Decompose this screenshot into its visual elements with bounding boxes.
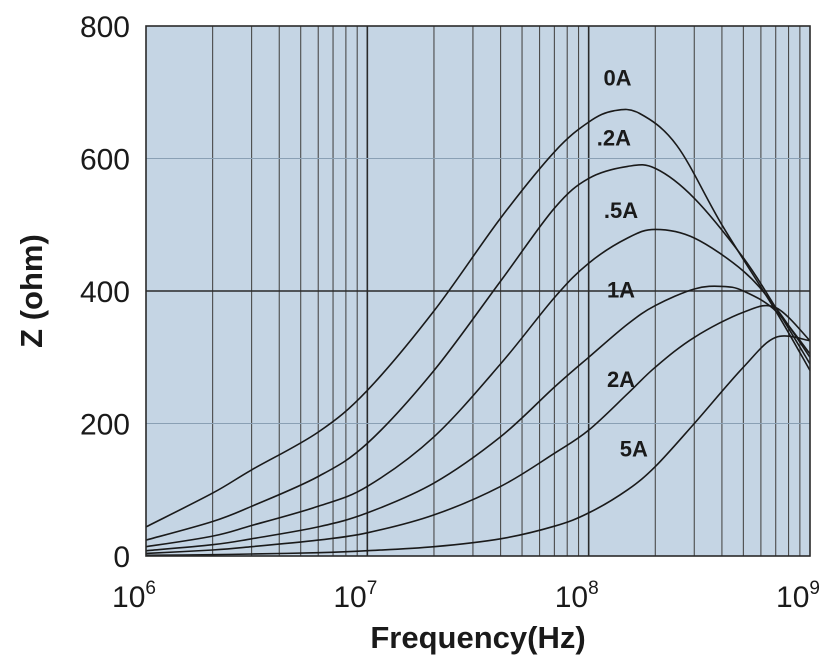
y-tick-label: 800 <box>80 11 130 44</box>
y-tick-label: 400 <box>80 276 130 309</box>
series-label-p2A: .2A <box>597 125 631 150</box>
x-tick-label: 107 <box>333 578 377 614</box>
x-axis-title: Frequency(Hz) <box>370 620 585 655</box>
series-line-1A <box>145 285 811 552</box>
series-labels: 0A .2A .5A 1A 2A 5A <box>597 66 648 462</box>
series-lines <box>145 108 811 557</box>
y-axis-title: Z (ohm) <box>14 234 49 348</box>
series-line-p2A <box>145 164 811 541</box>
x-tick-label: 108 <box>555 578 599 614</box>
series-line-2A <box>145 304 811 555</box>
y-axis-ticks: 0 200 400 600 800 <box>80 11 130 574</box>
series-line-0A <box>145 108 811 528</box>
x-tick-label: 109 <box>776 578 820 614</box>
x-axis-ticks: 106 107 108 109 <box>112 578 820 614</box>
x-tick-label: 106 <box>112 578 156 614</box>
series-label-5A: 5A <box>620 437 648 462</box>
series-label-2A: 2A <box>607 367 635 392</box>
series-line-5A <box>145 335 811 557</box>
series-label-p5A: .5A <box>604 198 638 223</box>
series-label-0A: 0A <box>603 66 631 91</box>
series-label-1A: 1A <box>607 278 635 303</box>
plot-frame <box>145 25 811 557</box>
series-line-p5A <box>145 228 811 548</box>
y-tick-label: 600 <box>80 144 130 177</box>
y-tick-label: 200 <box>80 409 130 442</box>
y-tick-label: 0 <box>113 541 130 574</box>
